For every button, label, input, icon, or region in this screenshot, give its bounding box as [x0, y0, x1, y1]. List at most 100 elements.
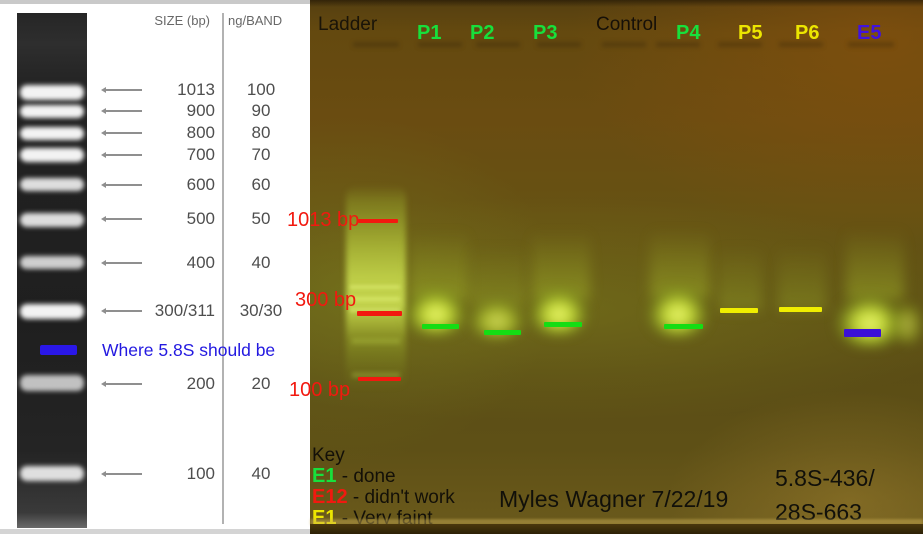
ladder-band-400	[20, 256, 84, 269]
label-1013bp: 1013 bp	[287, 209, 360, 231]
ladder-band-900	[20, 105, 84, 118]
primer-caption: 5.8S-436/ 28S-663	[775, 461, 875, 529]
ladder-faint-band	[352, 372, 400, 378]
well-control	[602, 42, 646, 47]
size-column-header: SIZE (bp)	[154, 13, 210, 28]
e5-band	[834, 293, 906, 348]
size-value: 800	[186, 123, 215, 142]
lane-label-p1: P1	[417, 22, 442, 44]
ng-value: 30/30	[239, 301, 283, 320]
ladder-band-200	[20, 375, 84, 391]
column-divider-line	[222, 13, 224, 524]
key-code-didnt-work: E12	[312, 486, 348, 508]
gel-bottom-edge-highlight	[310, 519, 923, 525]
ng-value: 100	[246, 80, 276, 99]
ng-value: 40	[251, 253, 271, 272]
ladder-faint-band	[350, 285, 400, 289]
well-p2	[476, 42, 520, 47]
key-title: Key	[312, 445, 345, 466]
p2-result-line-green	[484, 330, 521, 335]
ladder-faint-band	[350, 308, 400, 312]
marker-line-100bp	[358, 377, 401, 381]
size-value: 600	[186, 175, 215, 194]
well-e5	[848, 42, 894, 47]
reference-row: 700 70	[0, 145, 310, 165]
tick-line	[101, 260, 142, 266]
reference-row: 1013 100	[0, 80, 310, 100]
label-100bp: 100 bp	[289, 379, 351, 401]
primer-line-2: 28S-663	[775, 499, 862, 525]
well-p6	[779, 42, 823, 47]
size-value: 500	[186, 209, 215, 228]
ladder-band-700	[20, 148, 84, 162]
ng-value: 80	[251, 123, 271, 142]
panel-bottom-border	[0, 529, 310, 534]
where-5-8s-note: Where 5.8S should be	[102, 340, 276, 360]
primer-line-1: 5.8S-436/	[775, 465, 875, 491]
reference-row: 200 20	[0, 374, 310, 394]
size-value: 200	[186, 374, 215, 393]
tick-line	[101, 152, 142, 158]
tick-line	[101, 471, 142, 477]
ng-value: 50	[251, 209, 271, 228]
marker-line-1013bp	[358, 219, 398, 223]
lane-label-p5: P5	[738, 22, 763, 44]
lane-label-control: Control	[596, 14, 658, 35]
reference-row: 500 50	[0, 209, 310, 229]
ng-value: 90	[251, 101, 271, 120]
lane-label-p6: P6	[795, 22, 820, 44]
e5-band-right-glow	[890, 300, 923, 345]
ng-value: 60	[251, 175, 271, 194]
expected-5-8s-position-marker	[40, 345, 77, 355]
ng-value: 40	[251, 464, 271, 483]
ladder-band-600	[20, 178, 84, 191]
ladder-faint-band	[352, 338, 400, 344]
key-legend: Key E1 - done E12 - didn't work E1 - Ver…	[312, 445, 455, 529]
ng-per-band-column-header: ng/BAND	[228, 13, 283, 28]
reference-ladder-lane-image	[17, 13, 87, 528]
lane-label-ladder: Ladder	[318, 14, 378, 35]
gel-bottom-edge	[310, 524, 923, 534]
well-p4	[656, 42, 700, 47]
size-value: 400	[186, 253, 215, 272]
ng-value: 70	[251, 145, 271, 164]
lane-label-p4: P4	[676, 22, 701, 44]
well-p1	[418, 42, 462, 47]
tick-line	[101, 182, 142, 188]
well-p3	[537, 42, 581, 47]
reference-row: 600 60	[0, 175, 310, 195]
ladder-band-800	[20, 127, 84, 140]
ladder-reference-panel: SIZE (bp) ng/BAND 1013 100 900 90 800 80…	[0, 0, 310, 534]
size-value: 900	[186, 101, 215, 120]
well-ladder	[353, 42, 399, 47]
reference-row: 800 80	[0, 123, 310, 143]
key-entry: E1 - Very faint	[312, 508, 455, 530]
key-desc-didnt-work: - didn't work	[347, 487, 455, 508]
panel-top-border	[0, 0, 310, 4]
tick-line	[101, 216, 142, 222]
lane-label-p2: P2	[470, 22, 495, 44]
author-date-caption: Myles Wagner 7/22/19	[499, 486, 729, 512]
reference-row: 400 40	[0, 253, 310, 273]
p3-result-line-green	[544, 322, 582, 327]
ladder-band-500	[20, 213, 84, 227]
key-desc-done: - done	[336, 466, 396, 487]
p4-band	[646, 286, 710, 338]
e5-result-line-blue	[844, 329, 881, 337]
p1-result-line-green	[422, 324, 459, 329]
p6-lane-glow	[778, 245, 826, 311]
tick-line	[101, 87, 142, 93]
key-code-done: E1	[312, 465, 337, 487]
lane-label-e5: E5	[857, 22, 882, 44]
ladder-band-100	[20, 466, 84, 481]
tick-line	[101, 308, 142, 314]
p4-result-line-green	[664, 324, 703, 329]
key-entry: E1 - done	[312, 465, 455, 488]
tick-line	[101, 381, 142, 387]
size-value: 100	[186, 464, 215, 483]
reference-row: 300/311 30/30	[0, 301, 310, 321]
size-value: 700	[186, 145, 215, 164]
tick-line	[101, 130, 142, 136]
marker-line-300bp	[357, 311, 402, 316]
p5-lane-glow	[718, 245, 762, 311]
